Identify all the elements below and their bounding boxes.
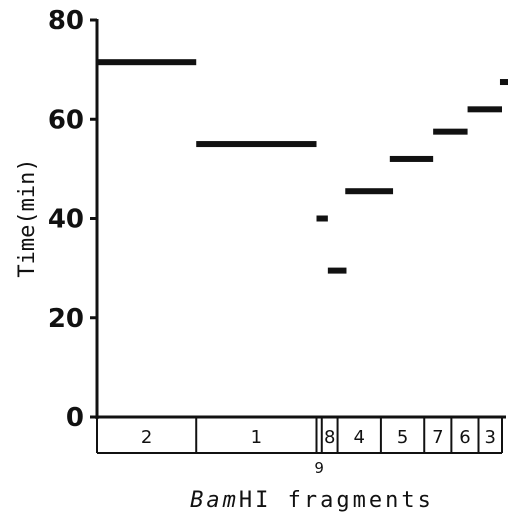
time-bar xyxy=(327,267,347,274)
time-bar xyxy=(196,141,317,148)
fragment-label: 5 xyxy=(397,427,408,448)
y-tick-label: 80 xyxy=(48,6,84,36)
fragment-map: 2 1 98 4 5 7 6 3 xyxy=(96,417,503,477)
fragment-label: 4 xyxy=(354,427,365,448)
x-axis-label-italic: Bam xyxy=(190,488,239,513)
x-axis-label-rest: HI fragments xyxy=(239,488,434,513)
fragment-label: 3 xyxy=(485,427,496,448)
fragment-label: 1 xyxy=(251,427,262,448)
y-tick-label: 20 xyxy=(48,304,84,334)
time-bar xyxy=(316,215,328,222)
axes xyxy=(95,19,506,419)
time-bar xyxy=(467,106,502,113)
time-bars xyxy=(97,59,508,274)
fragment-label: 2 xyxy=(141,427,152,448)
y-ticks: 0 20 40 60 80 xyxy=(48,6,97,433)
y-tick-label: 60 xyxy=(48,105,84,135)
x-axis-label: BamHI fragments xyxy=(190,488,434,513)
time-bar xyxy=(389,155,434,162)
fragment-label: 9 xyxy=(314,459,324,477)
y-axis-label: Time(min) xyxy=(15,158,40,277)
fragment-label: 8 xyxy=(324,427,335,448)
time-bar xyxy=(97,59,197,66)
y-tick-label: 0 xyxy=(66,403,84,433)
time-bar xyxy=(433,128,468,135)
fragment-label: 7 xyxy=(432,427,443,448)
y-tick-label: 40 xyxy=(48,205,84,235)
time-bar xyxy=(499,79,508,86)
time-bar xyxy=(345,188,394,195)
fragment-label: 6 xyxy=(459,427,470,448)
